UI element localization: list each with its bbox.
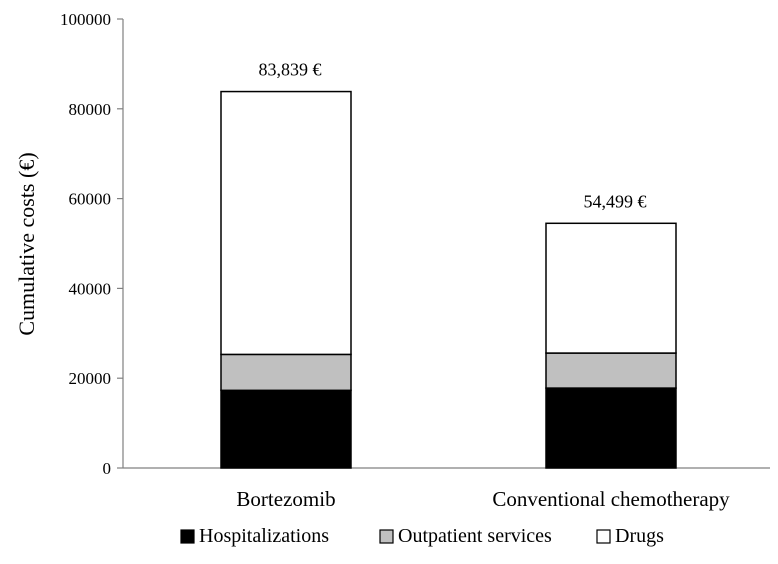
y-tick-label: 100000 <box>60 10 111 29</box>
legend-swatch <box>180 529 195 544</box>
bar-segment-outpatient-services <box>545 352 677 389</box>
bar-segment-drugs <box>545 222 677 354</box>
x-category-label: Conventional chemotherapy <box>492 487 730 511</box>
bar-segment-hospitalizations <box>545 387 677 469</box>
legend-label: Outpatient services <box>398 525 552 547</box>
legend-swatch <box>596 529 611 544</box>
plot-area: 0 20000 40000 60000 80000 100000 83,839 € Borte… <box>60 10 770 511</box>
bar-total-label: 83,839 € <box>259 60 322 80</box>
legend-swatch <box>379 529 394 544</box>
y-axis-title-group: Cumulative costs (€) <box>14 152 39 335</box>
legend-label: Drugs <box>615 525 664 547</box>
bar-segment-outpatient-services <box>220 353 352 392</box>
y-tick-label: 20000 <box>69 369 112 388</box>
y-axis-title: Cumulative costs (€) <box>14 152 39 335</box>
bar-total-label: 54,499 € <box>584 191 647 211</box>
x-category-label: Bortezomib <box>236 487 335 511</box>
y-tick-label: 80000 <box>69 100 112 119</box>
bar-segment-hospitalizations <box>220 389 352 469</box>
y-tick-label: 40000 <box>69 279 112 298</box>
y-tick-label: 0 <box>103 459 112 478</box>
bar-segment-drugs <box>220 90 352 356</box>
legend: Hospitalizations Outpatient services Drugs <box>180 525 664 547</box>
y-tick-label: 60000 <box>69 190 112 209</box>
legend-label: Hospitalizations <box>199 525 329 547</box>
